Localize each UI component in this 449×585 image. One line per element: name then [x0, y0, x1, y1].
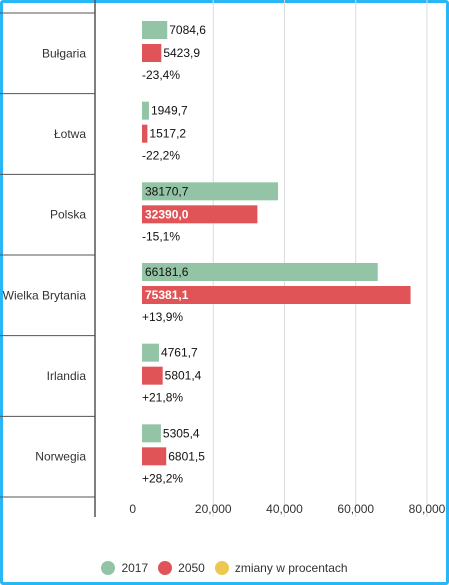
bar-2017 — [142, 101, 149, 120]
legend-dot-percent-change — [214, 561, 229, 575]
percent-change-label: +13,9% — [142, 310, 183, 324]
legend-dot-2050 — [158, 561, 173, 575]
value-label-2017: 5305,4 — [163, 426, 200, 440]
value-label-2017: 66181,6 — [145, 265, 189, 279]
value-label-2050: 5801,4 — [165, 369, 202, 383]
bar-2017 — [142, 21, 168, 39]
x-tick-label: 20,000 — [195, 502, 232, 516]
percent-change-label: -23,4% — [142, 68, 180, 82]
percent-change-label: +21,8% — [142, 391, 183, 405]
value-label-2050: 1517,2 — [149, 127, 186, 141]
bar-2050 — [142, 447, 167, 466]
bar-2017 — [142, 424, 161, 443]
bar-2050 — [142, 366, 163, 385]
value-label-2017: 7084,6 — [169, 23, 206, 37]
bar-chart: Bułgaria 7084,6 5423,9 -23,4% Łotwa 1949,7 151… — [0, 0, 446, 517]
legend-item-2050[interactable]: 2050 — [158, 561, 205, 575]
value-label-2017: 4761,7 — [161, 346, 198, 360]
legend-item-percent-change[interactable]: zmiany w procentach — [214, 561, 348, 575]
value-label-2050: 32390,0 — [145, 207, 189, 221]
category-label: Bułgaria — [42, 46, 86, 60]
bar-2050 — [142, 124, 148, 143]
value-label-2050: 6801,5 — [168, 449, 205, 463]
bar-2017 — [142, 263, 378, 281]
bar-2050 — [142, 44, 162, 62]
percent-change-label: +28,2% — [142, 471, 183, 485]
percent-change-label: -15,1% — [142, 229, 180, 243]
category-label: Łotwa — [54, 127, 86, 141]
legend-label-2017: 2017 — [121, 561, 149, 575]
x-tick-label: 60,000 — [337, 502, 374, 516]
legend-dot-2017 — [101, 561, 116, 575]
value-label-2050: 5423,9 — [163, 46, 200, 60]
category-label: Wielka Brytania — [3, 288, 87, 302]
x-tick-label: 40,000 — [266, 502, 303, 516]
percent-change-label: -22,2% — [142, 149, 180, 163]
category-label: Irlandia — [47, 369, 87, 383]
bar-2050 — [142, 205, 258, 224]
x-tick-label: 80,000 — [409, 502, 446, 516]
value-label-2050: 75381,1 — [145, 288, 189, 302]
category-label: Polska — [50, 208, 86, 222]
legend-item-2017[interactable]: 2017 — [101, 561, 148, 575]
bar-2050 — [142, 286, 411, 304]
x-tick-label: 0 — [129, 502, 136, 516]
legend: 2017 2050 zmiany w procentach — [0, 561, 449, 575]
legend-label-percent-change: zmiany w procentach — [234, 561, 348, 575]
value-label-2017: 1949,7 — [151, 104, 188, 118]
category-label: Norwegia — [35, 450, 86, 464]
legend-label-2050: 2050 — [178, 561, 205, 575]
value-label-2017: 38170,7 — [145, 184, 189, 198]
bar-2017 — [142, 182, 278, 201]
bar-2017 — [142, 343, 159, 362]
